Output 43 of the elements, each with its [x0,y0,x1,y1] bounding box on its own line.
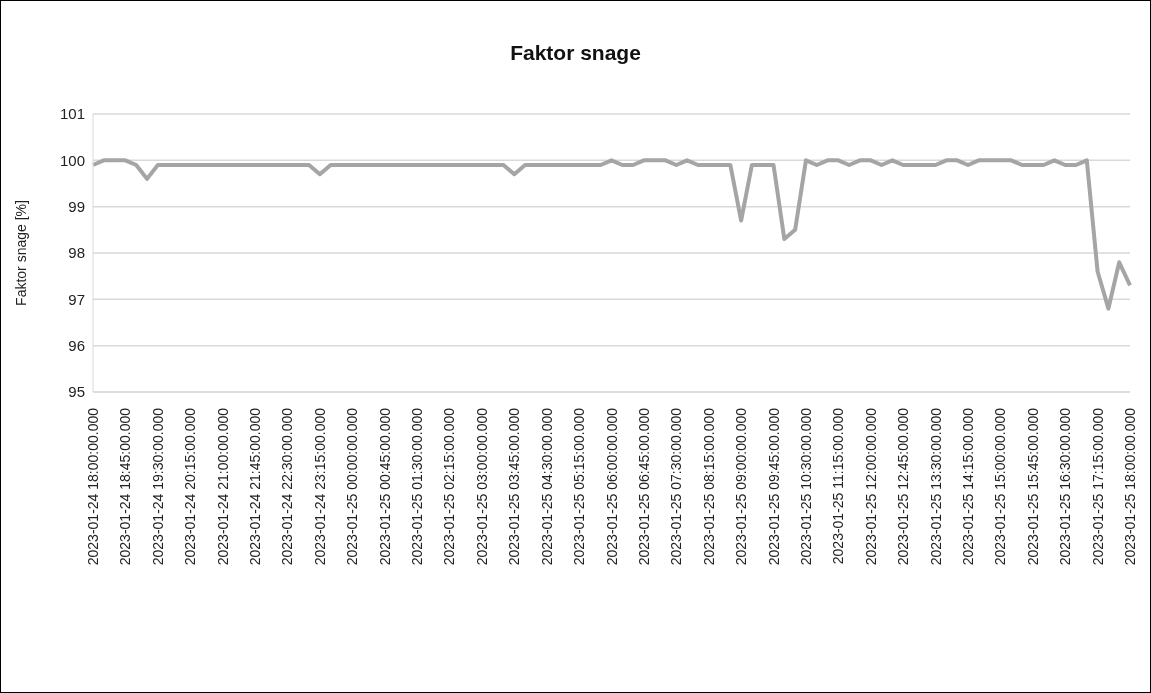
x-tick-label: 2023-01-24 20:15:00.000 [182,407,199,566]
x-tick-label: 2023-01-25 14:15:00.000 [959,407,976,566]
x-tick-label: 2023-01-25 05:15:00.000 [571,407,588,566]
y-tick-label: 99 [68,197,85,215]
x-tick-label: 2023-01-25 03:00:00.000 [473,407,490,566]
x-tick-label: 2023-01-25 09:45:00.000 [765,407,782,566]
x-tick-label: 2023-01-24 23:15:00.000 [311,407,328,566]
y-tick-label: 97 [68,290,85,308]
x-tick-label: 2023-01-25 18:00:00.000 [1122,407,1138,566]
x-tick-label: 2023-01-24 22:30:00.000 [279,407,296,566]
line-series [91,158,1132,311]
x-tick-label: 2023-01-25 11:15:00.000 [830,407,847,565]
y-axis-title: Faktor snage [%] [12,200,29,306]
x-tick-label: 2023-01-25 12:45:00.000 [895,407,912,566]
x-tick-label: 2023-01-24 21:45:00.000 [247,407,264,566]
x-tick-label: 2023-01-25 15:00:00.000 [992,407,1009,566]
x-tick-label: 2023-01-25 12:00:00.000 [862,407,879,566]
x-tick-label: 2023-01-25 06:45:00.000 [635,407,652,566]
x-tick-label: 2023-01-25 00:45:00.000 [376,407,393,566]
x-tick-label: 2023-01-25 00:00:00.000 [344,407,361,566]
y-tick-label: 101 [59,105,85,123]
x-tick-label: 2023-01-25 08:15:00.000 [700,407,717,566]
x-tick-label: 2023-01-25 06:00:00.000 [603,407,620,566]
x-tick-label: 2023-01-24 18:45:00.000 [117,407,134,566]
x-tick-label: 2023-01-25 02:15:00.000 [441,407,458,566]
x-tick-label: 2023-01-25 15:45:00.000 [1024,407,1041,566]
y-tick-label: 95 [68,383,85,401]
x-tick-label: 2023-01-25 03:45:00.000 [506,407,523,566]
x-tick-label: 2023-01-24 21:00:00.000 [214,407,231,566]
chart-title: Faktor snage [509,41,642,65]
x-tick-label: 2023-01-24 18:00:00.000 [85,407,101,566]
x-tick-label: 2023-01-25 17:15:00.000 [1089,407,1106,566]
x-tick-label: 2023-01-25 01:30:00.000 [409,407,426,566]
y-tick-label: 98 [68,244,85,262]
x-tick-label: 2023-01-25 04:30:00.000 [538,407,555,566]
x-tick-label: 2023-01-25 10:30:00.000 [797,407,814,566]
x-tick-label: 2023-01-25 13:30:00.000 [927,407,944,566]
x-tick-label: 2023-01-25 09:00:00.000 [733,407,750,566]
x-tick-label: 2023-01-25 07:30:00.000 [668,407,685,566]
x-tick-label: 2023-01-24 19:30:00.000 [149,407,166,566]
x-tick-label: 2023-01-25 16:30:00.000 [1057,407,1074,566]
y-tick-label: 96 [68,336,85,354]
y-tick-label: 100 [59,151,85,169]
